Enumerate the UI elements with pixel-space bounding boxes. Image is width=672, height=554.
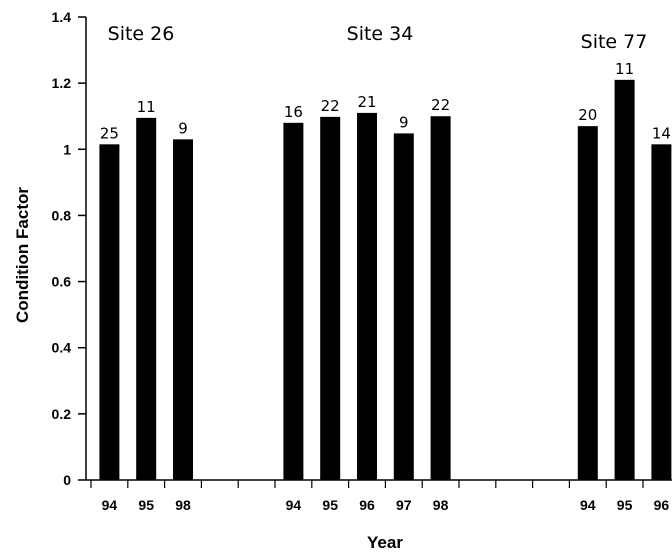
x-tick-label: 97: [396, 497, 412, 513]
y-axis-title: Condition Factor: [13, 187, 32, 323]
x-tick-label: 95: [617, 497, 633, 513]
x-axis-title: Year: [367, 533, 403, 552]
labels: Site 26 25 11 9 Site 34 16 22 21 9 22 Site 77 20 11 1…: [100, 23, 671, 142]
bar-count-label: 22: [321, 97, 340, 115]
y-tick-label: 0.8: [52, 207, 72, 223]
bar-count-label: 20: [578, 106, 597, 124]
x-tick-label: 98: [175, 497, 191, 513]
bar: [577, 126, 598, 480]
x-tick-label: 95: [322, 497, 338, 513]
y-tick-label: 1: [63, 141, 71, 157]
site-label: Site 26: [108, 23, 175, 45]
x-tick-label: 96: [359, 497, 375, 513]
x-tick-label: 94: [102, 497, 118, 513]
y-tick-label: 0: [63, 472, 71, 488]
y-tick-label: 0.2: [52, 406, 72, 422]
bar-count-label: 11: [137, 98, 156, 116]
bar: [283, 122, 304, 480]
bar-count-label: 9: [178, 119, 188, 137]
bar-count-label: 14: [652, 124, 671, 142]
bar: [651, 144, 672, 480]
site-label: Site 77: [581, 31, 648, 53]
bar: [320, 116, 341, 480]
bar-count-label: 16: [284, 103, 303, 121]
bars: [99, 79, 672, 481]
bar-count-label: 11: [615, 60, 634, 78]
bar-count-label: 25: [100, 124, 119, 142]
x-tick-label: 94: [580, 497, 596, 513]
y-tick-label: 1.2: [52, 75, 72, 91]
bar: [614, 79, 635, 480]
y-axis: 0 0.2 0.4 0.6 0.8 1 1.2 1.4: [52, 9, 87, 488]
site-label: Site 34: [347, 23, 414, 45]
bar: [430, 116, 451, 480]
x-tick-label: 95: [138, 497, 154, 513]
y-tick-label: 0.4: [52, 340, 72, 356]
x-tick-label: 96: [654, 497, 670, 513]
x-tick-label: 94: [286, 497, 302, 513]
bar: [99, 144, 120, 480]
bar: [173, 139, 193, 480]
bar: [136, 117, 157, 480]
y-tick-label: 0.6: [52, 274, 72, 290]
bar-count-label: 21: [357, 93, 376, 111]
y-tick-label: 1.4: [52, 9, 72, 25]
bar-count-label: 9: [399, 113, 409, 131]
x-tick-label: 98: [433, 497, 449, 513]
bar-count-label: 22: [431, 96, 450, 114]
bar: [393, 133, 414, 480]
x-axis: 94 95 98 94 95 96 97 98 94 95 96: [86, 479, 672, 513]
bar: [357, 112, 377, 481]
